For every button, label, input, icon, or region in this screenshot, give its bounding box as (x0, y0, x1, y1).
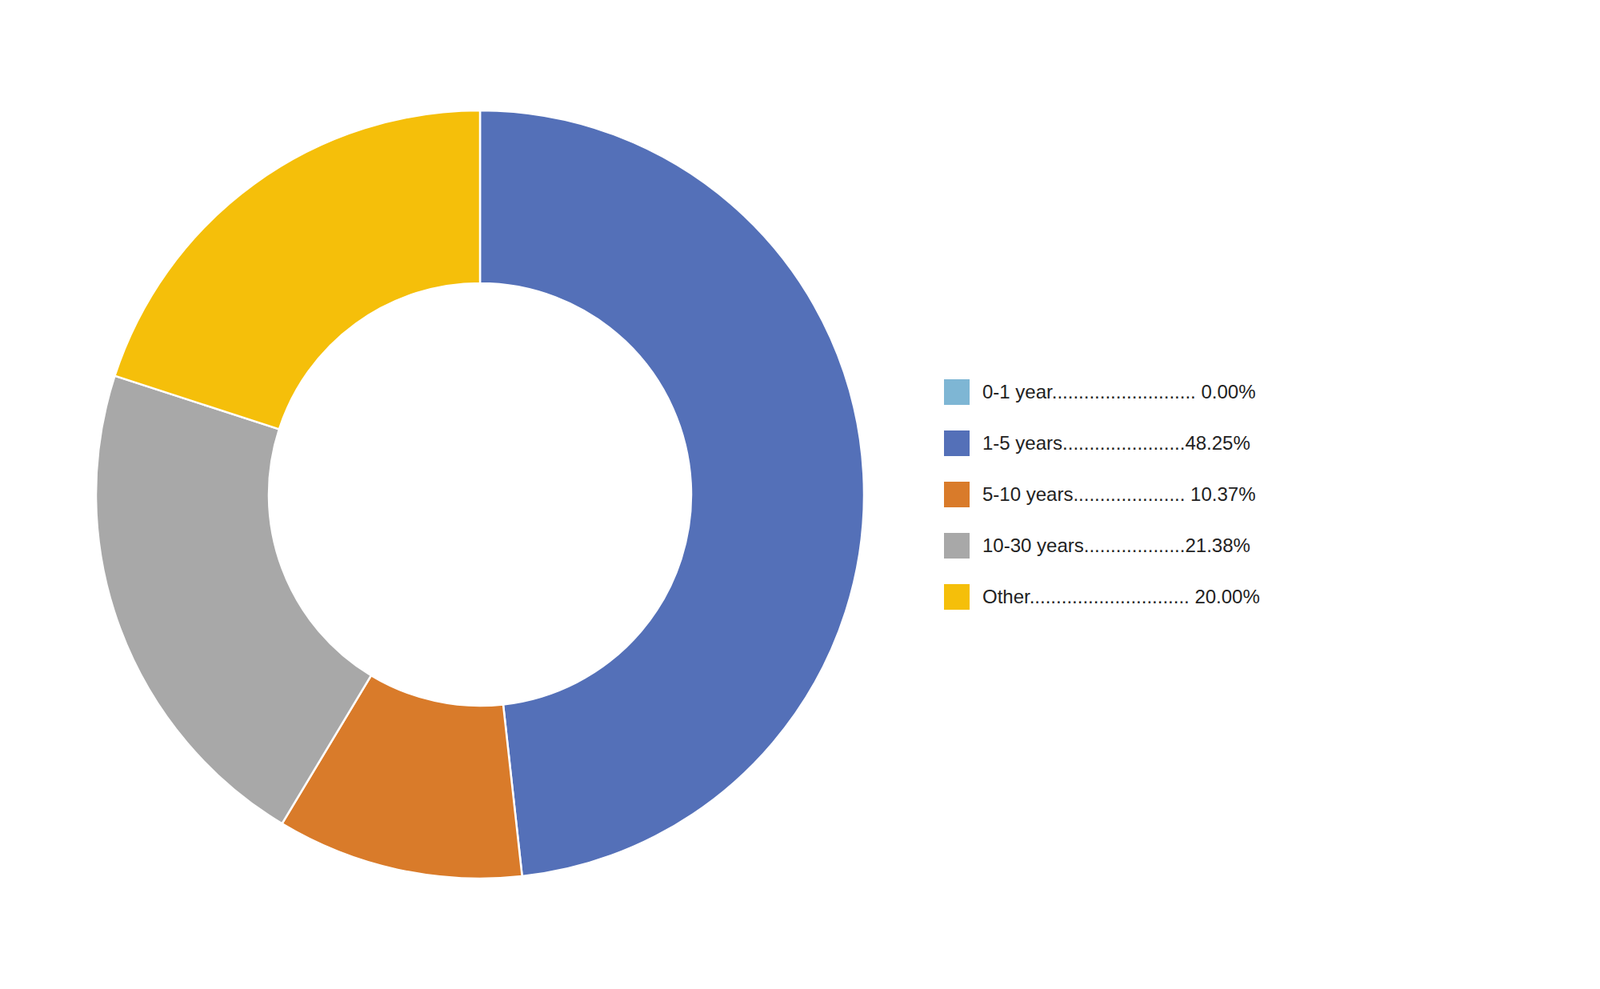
legend-swatch (944, 532, 970, 559)
slice (96, 376, 372, 824)
slices (96, 110, 864, 879)
legend-item: 5-10 years..................... 10.37% (944, 481, 1256, 508)
legend-label: 5-10 years..................... 10.37% (982, 483, 1256, 505)
legend-label: Other.............................. 20.0… (982, 585, 1260, 608)
legend: 0-1 year........................... 0.00… (944, 379, 1260, 610)
legend-swatch (944, 379, 970, 405)
legend-item: 0-1 year........................... 0.00… (944, 379, 1256, 405)
legend-swatch (944, 584, 970, 610)
legend-label: 0-1 year........................... 0.00… (982, 380, 1256, 403)
legend-item: Other.............................. 20.0… (944, 584, 1260, 610)
legend-label: 10-30 years...................21.38% (982, 534, 1251, 556)
slice (480, 110, 864, 876)
slice (114, 110, 480, 429)
legend-swatch (944, 430, 970, 456)
legend-swatch (944, 481, 970, 508)
legend-label: 1-5 years.......................48.25% (982, 432, 1251, 454)
chart: 0-1 year........................... 0.00… (0, 0, 1600, 989)
legend-item: 1-5 years.......................48.25% (944, 430, 1251, 456)
legend-item: 10-30 years...................21.38% (944, 532, 1251, 559)
